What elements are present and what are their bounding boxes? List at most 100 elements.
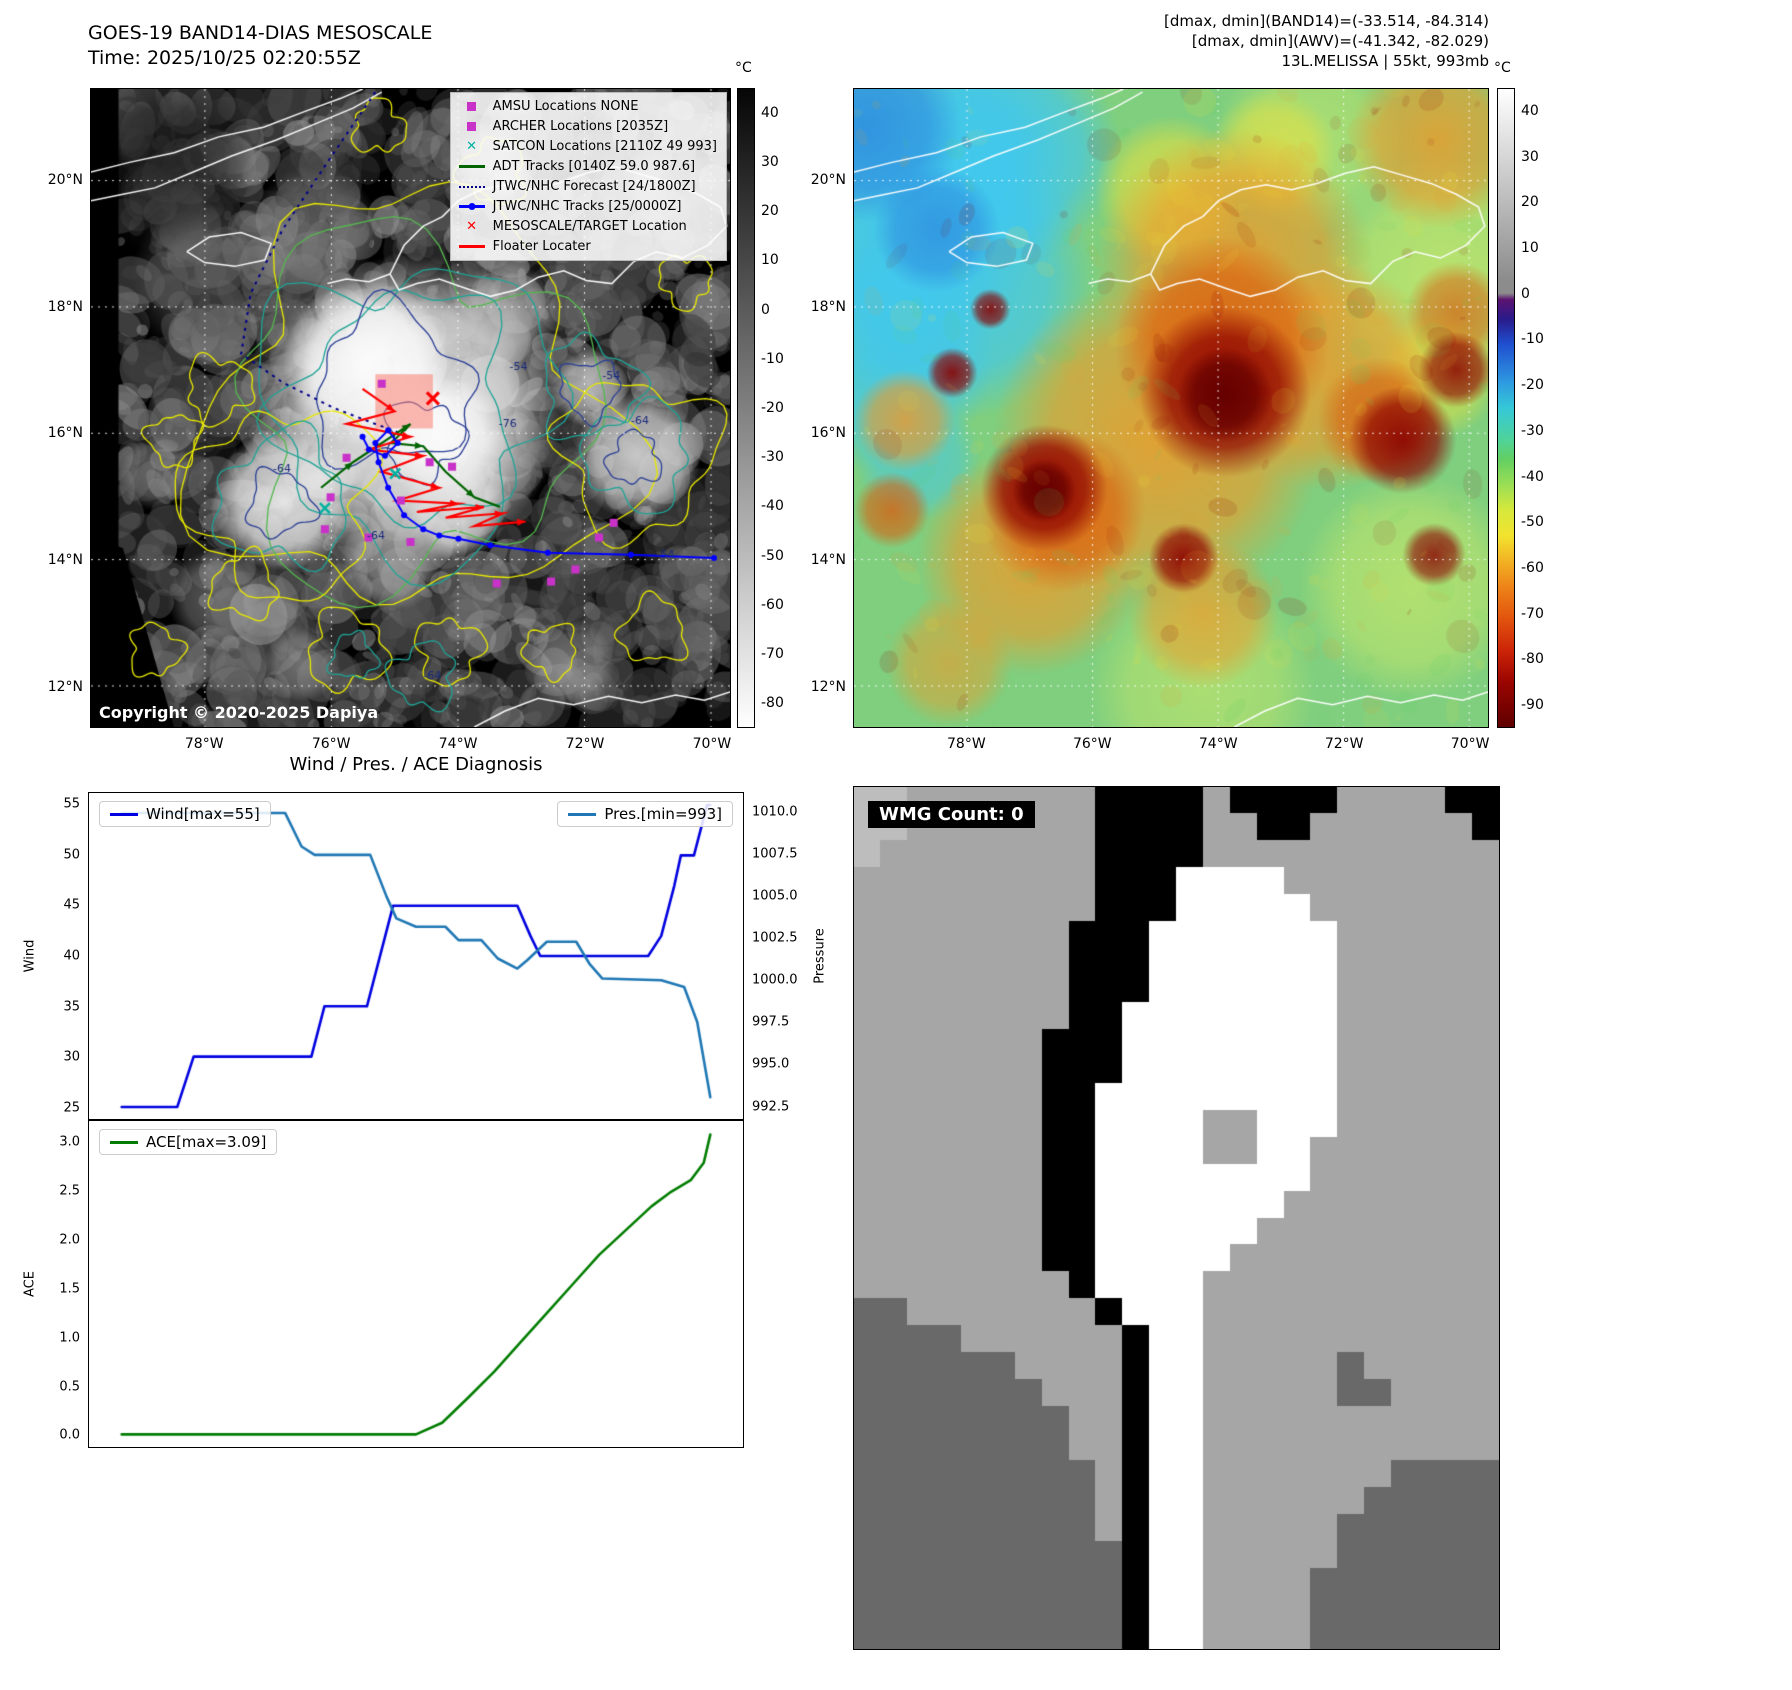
pressure-tick-label: 1005.0 — [752, 888, 798, 904]
wmg-panel: WMG Count: 0 — [853, 786, 1500, 1650]
wind-tick-label: 40 — [63, 948, 80, 964]
square-marker-icon — [456, 122, 488, 131]
wind-tick-label: 25 — [63, 1100, 80, 1116]
line-dot-marker-icon — [456, 203, 488, 210]
band14-colorbar-tick-label: 20 — [761, 203, 779, 220]
awv-satellite-image — [854, 89, 1488, 727]
pressure-tick-label: 997.5 — [752, 1014, 790, 1030]
legend-item-label: Floater Locater — [492, 239, 591, 254]
awv-colorbar-tick-label: -80 — [1521, 651, 1544, 668]
band14-lat-tick-label: 16°N — [47, 425, 83, 442]
band14-lon-tick-label: 72°W — [565, 736, 605, 752]
ace-tick-label: 1.0 — [59, 1330, 80, 1346]
legend-item-label: ADT Tracks [0140Z 59.0 987.6] — [492, 159, 696, 174]
awv-lat-tick-label: 12°N — [810, 678, 846, 695]
awv-colorbar-tick-label: -10 — [1521, 331, 1544, 348]
band14-colorbar-tick-label: 0 — [761, 301, 770, 318]
awv-dmax-dmin-readout: [dmax, dmin](AWV)=(-41.342, -82.029) — [1191, 32, 1489, 50]
band14-colorbar-tick-label: -60 — [761, 596, 784, 613]
legend-item-label: ARCHER Locations [2035Z] — [492, 119, 669, 134]
band14-colorbar-tick-label: -30 — [761, 449, 784, 466]
band14-lon-tick-label: 74°W — [438, 736, 478, 752]
copyright-label: Copyright © 2020-2025 Dapiya — [99, 703, 379, 722]
band14-colorbar-tick-label: -80 — [761, 695, 784, 712]
awv-colorbar-tick-label: -30 — [1521, 422, 1544, 439]
legend-label: Pres.[min=993] — [604, 805, 722, 823]
band14-colorbar-unit: °C — [735, 60, 752, 76]
band14-lat-tick-label: 14°N — [47, 552, 83, 569]
band14-dmax-dmin-readout: [dmax, dmin](BAND14)=(-33.514, -84.314) — [1164, 12, 1489, 30]
awv-colorbar-tick-label: -70 — [1521, 605, 1544, 622]
awv-colorbar-tick-label: 40 — [1521, 102, 1539, 119]
wind-tick-label: 55 — [63, 796, 80, 812]
legend-item: AMSU Locations NONE — [456, 97, 717, 116]
legend-line-sample — [110, 1140, 138, 1144]
x-marker-icon: ✕ — [466, 139, 478, 154]
awv-lat-tick-label: 14°N — [810, 552, 846, 569]
awv-lon-tick-label: 72°W — [1324, 736, 1364, 752]
wind-axis-label: Wind — [22, 939, 38, 973]
storm-status-readout: 13L.MELISSA | 55kt, 993mb — [1281, 52, 1489, 70]
legend-item-label: AMSU Locations NONE — [492, 99, 639, 114]
band14-lat-tick-label: 20°N — [47, 171, 83, 188]
band14-lon-tick-label: 70°W — [692, 736, 732, 752]
wind-tick-label: 35 — [63, 999, 80, 1015]
legend-label: Wind[max=55] — [146, 805, 260, 823]
band14-timestamp: Time: 2025/10/25 02:20:55Z — [88, 47, 361, 69]
awv-colorbar-tick-label: -90 — [1521, 697, 1544, 714]
legend-item: ADT Tracks [0140Z 59.0 987.6] — [456, 157, 717, 176]
awv-lon-tick-label: 76°W — [1072, 736, 1112, 752]
ace-tick-label: 0.5 — [59, 1379, 80, 1394]
legend-item: ARCHER Locations [2035Z] — [456, 117, 717, 136]
wmg-count-label: WMG Count: 0 — [868, 801, 1035, 828]
band14-colorbar-tick-label: -50 — [761, 547, 784, 564]
awv-lon-tick-label: 78°W — [947, 736, 986, 752]
legend-item: JTWC/NHC Forecast [24/1800Z] — [456, 177, 717, 196]
band14-title: GOES-19 BAND14-DIAS MESOSCALE — [88, 22, 433, 44]
x-marker-icon: ✕ — [466, 219, 478, 234]
awv-colorbar-tick-label: -50 — [1521, 514, 1544, 531]
legend-line-sample — [568, 812, 597, 816]
ace-axis-label: ACE — [22, 1271, 38, 1297]
pressure-tick-label: 995.0 — [752, 1056, 790, 1072]
wind-tick-label: 50 — [63, 847, 80, 863]
legend-item: Floater Locater — [456, 237, 717, 256]
awv-colorbar-tick-label: 10 — [1521, 240, 1539, 256]
awv-colorbar-tick-label: -40 — [1521, 468, 1544, 485]
wind-legend: Wind[max=55] — [99, 801, 271, 827]
pressure-tick-label: 1002.5 — [752, 930, 798, 946]
awv-colorbar-tick-label: 20 — [1521, 194, 1539, 211]
legend-item-label: MESOSCALE/TARGET Location — [492, 219, 687, 234]
awv-colorbar-unit: °C — [1494, 60, 1511, 76]
band14-colorbar-tick-label: 40 — [761, 104, 779, 121]
pressure-tick-label: 992.5 — [752, 1099, 790, 1115]
legend-item: ✕ SATCON Locations [2110Z 49 993] — [456, 137, 717, 156]
band14-lon-tick-label: 78°W — [184, 736, 224, 752]
awv-lon-tick-label: 74°W — [1198, 736, 1238, 752]
line-marker-icon — [456, 165, 488, 168]
pressure-tick-label: 1007.5 — [752, 846, 798, 862]
band14-lat-tick-label: 12°N — [47, 678, 83, 695]
legend-item: ✕ MESOSCALE/TARGET Location — [456, 217, 717, 236]
ace-plot-area — [89, 1121, 743, 1447]
pressure-tick-label: 1000.0 — [752, 972, 798, 988]
ace-tick-label: 1.5 — [59, 1281, 80, 1297]
ace-tick-label: 3.0 — [59, 1134, 80, 1150]
ace-chart: ACE[max=3.09] — [88, 1120, 744, 1448]
wind-tick-label: 45 — [63, 897, 80, 913]
ace-tick-label: 0.0 — [59, 1427, 80, 1443]
legend-label: ACE[max=3.09] — [146, 1133, 267, 1151]
pressure-legend: Pres.[min=993] — [557, 801, 733, 827]
legend-line-sample — [110, 812, 138, 816]
band14-colorbar-tick-label: 10 — [761, 252, 779, 269]
dotted-line-marker-icon — [456, 185, 488, 188]
band14-colorbar-tick-label: -40 — [761, 498, 784, 515]
legend-item-label: JTWC/NHC Tracks [25/0000Z] — [492, 199, 682, 214]
awv-lon-tick-label: 70°W — [1450, 736, 1490, 752]
band14-colorbar-tick-label: 30 — [761, 153, 779, 170]
square-marker-icon — [456, 102, 488, 111]
wind-pressure-plot-area — [89, 793, 743, 1119]
pressure-axis-label: Pressure — [812, 928, 828, 984]
awv-colorbar — [1497, 88, 1515, 728]
